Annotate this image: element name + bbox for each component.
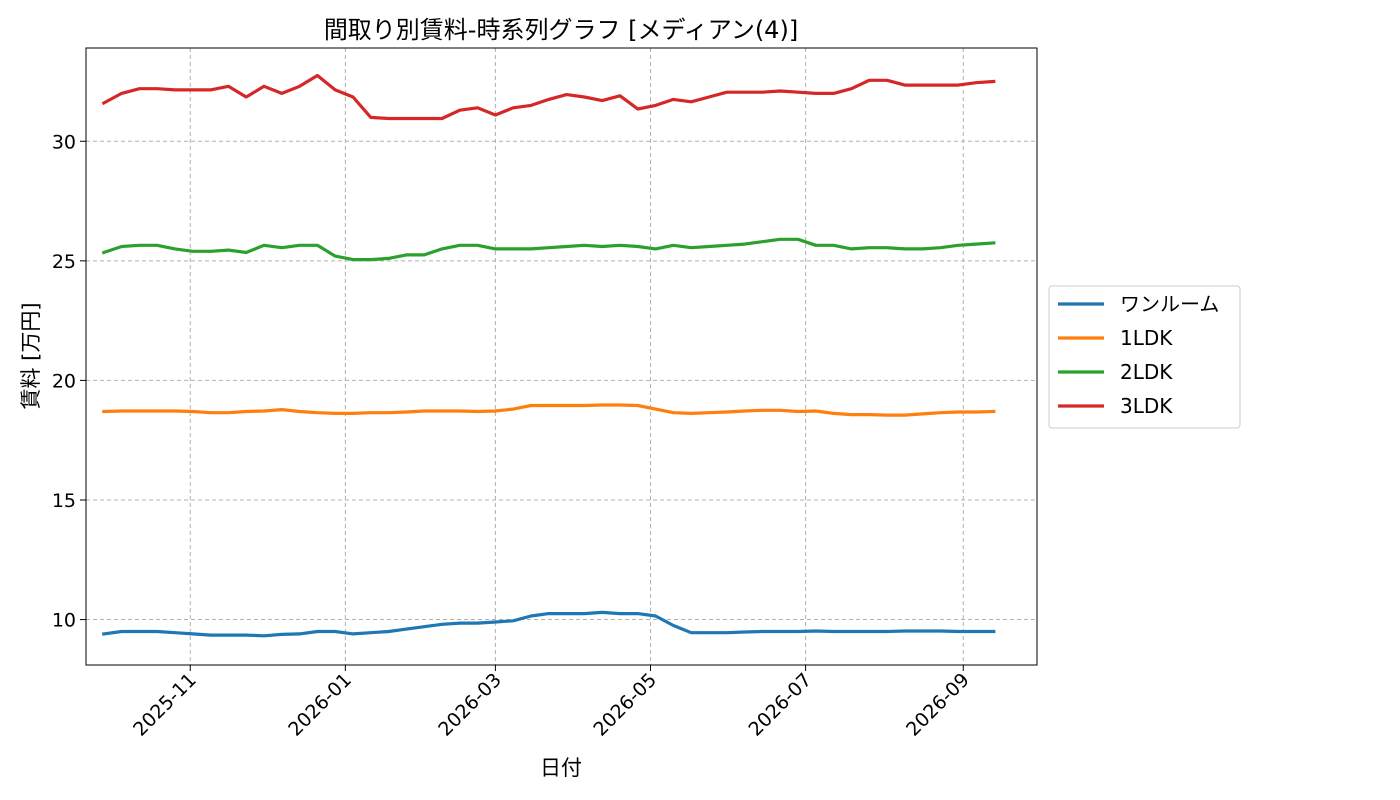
y-axis-label: 賃料 [万円]	[19, 302, 43, 409]
series-line-2	[102, 403, 996, 417]
legend-label: ワンルーム	[1120, 292, 1219, 316]
series-line-4	[101, 73, 996, 121]
y-tick-label: 20	[52, 370, 76, 392]
y-tick-label: 25	[52, 251, 76, 273]
y-tick-label: 10	[52, 610, 76, 632]
series-line-1	[102, 610, 996, 638]
x-axis-label: 日付	[540, 756, 582, 780]
series-lines	[101, 73, 996, 638]
legend-label: 1LDK	[1120, 326, 1173, 350]
legend-box	[1048, 285, 1241, 429]
plot-frame	[85, 47, 1038, 666]
y-tick-label: 30	[52, 131, 76, 153]
legend: ワンルーム 1LDK 2LDK 3LDK	[1048, 285, 1241, 429]
chart-title: 間取り別賃料-時系列グラフ [メディアン(4)]	[324, 16, 798, 44]
y-axis: 10 15 20 25 30	[52, 131, 86, 632]
legend-label: 3LDK	[1120, 394, 1173, 418]
grid	[86, 48, 1037, 665]
y-tick-label: 15	[52, 490, 76, 512]
legend-label: 2LDK	[1120, 360, 1173, 384]
series-line-3	[101, 237, 996, 262]
